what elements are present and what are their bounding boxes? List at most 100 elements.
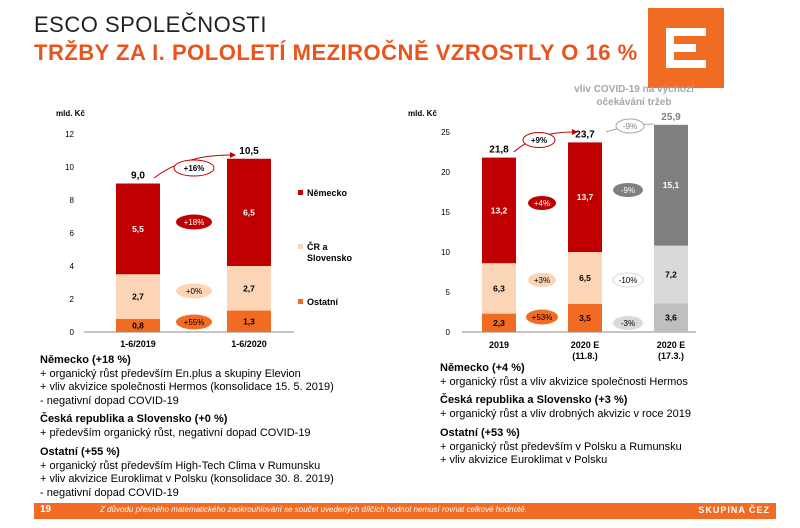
data-label: 5,5	[132, 224, 144, 234]
y-tick-label: 15	[441, 208, 450, 217]
covid-label-other: -3%	[621, 319, 635, 328]
y-tick-label: 0	[70, 328, 75, 337]
change-label-germany: +4%	[534, 199, 550, 208]
total-label: 10,5	[239, 146, 259, 157]
total-label: 9,0	[131, 171, 145, 182]
y-axis-ticks: 0 2 4 6 8 10 12	[65, 130, 74, 337]
total-label: 23,7	[575, 129, 595, 140]
bar-segment	[482, 313, 516, 332]
y-axis-ticks: 0 5 10 15 20 25	[441, 128, 450, 337]
footer-brand: SKUPINA ČEZ	[698, 505, 770, 515]
data-label: 3,5	[579, 313, 591, 323]
left-czsk-section: Česká republika a Slovensko (+0 %) + pře…	[40, 413, 311, 440]
x-tick-label: 2020 E	[571, 340, 600, 350]
left-germany-line: + organický růst především En.plus a sku…	[40, 367, 301, 380]
data-label: 0,8	[132, 320, 144, 330]
right-czsk-section: Česká republika a Slovensko (+3 %) + org…	[440, 394, 691, 421]
left-germany-line: + vliv akvizice společnosti Hermos (kons…	[40, 381, 334, 393]
right-other-line: + vliv akvizice Euroklimat v Polsku	[440, 454, 608, 466]
y-tick-label: 8	[70, 196, 75, 205]
left-germany-section: Německo (+18 %) + organický růst předevš…	[40, 354, 334, 408]
left-other-line: - negativní dopad COVID-19	[40, 486, 179, 499]
right-germany-head: Německo (+4 %)	[440, 362, 525, 374]
data-label: 2,7	[132, 292, 144, 302]
covid-label-germany: -9%	[621, 186, 635, 195]
data-label: 13,2	[491, 205, 508, 215]
total-label: 21,8	[489, 145, 509, 156]
x-tick-label: 2019	[489, 340, 509, 350]
left-germany-line: - negativní dopad COVID-19	[40, 394, 179, 407]
left-czsk-head: Česká republika a Slovensko (+0 %)	[40, 413, 228, 425]
total-label: 25,9	[661, 112, 681, 123]
cez-logo-icon	[666, 28, 706, 68]
x-tick-sublabel: (11.8.)	[572, 351, 598, 361]
legend-swatch-other	[298, 299, 303, 304]
right-germany-section: Německo (+4 %) + organický růst a vliv a…	[440, 362, 688, 389]
left-other-line: + vliv akvizice Euroklimat v Polsku (kon…	[40, 473, 334, 485]
right-germany-line: + organický růst a vliv akvizice společn…	[440, 375, 688, 388]
left-other-section: Ostatní (+55 %) + organický růst předevš…	[40, 446, 334, 500]
bar-segment	[116, 318, 160, 332]
bar-segment	[568, 252, 602, 304]
covid-label-czsk: -10%	[619, 276, 638, 285]
total-change-arrowhead	[572, 129, 578, 135]
change-bubble-other	[526, 309, 558, 325]
y-tick-label: 12	[65, 130, 74, 139]
change-label-czsk: +0%	[186, 287, 202, 296]
page-subtitle: TRŽBY ZA I. POLOLETÍ MEZIROČNĚ VZROSTLY …	[34, 40, 638, 65]
bar-segment	[227, 158, 271, 266]
x-tick-label: 2020 E	[657, 340, 686, 350]
bar-segment	[654, 303, 688, 332]
right-other-section: Ostatní (+53 %) + organický růst předevš…	[440, 427, 682, 468]
change-label-other: +53%	[532, 313, 553, 322]
data-label: 13,7	[577, 192, 594, 202]
change-label-czsk: +3%	[534, 276, 550, 285]
covid-bubble-czsk	[612, 272, 644, 288]
y-tick-label: 10	[65, 163, 74, 172]
bar-segment	[116, 183, 160, 275]
left-other-line: + organický růst především High-Tech Cli…	[40, 459, 321, 472]
left-czsk-line: + především organický růst, negativní do…	[40, 426, 311, 439]
y-tick-label: 4	[70, 262, 75, 271]
y-tick-label: 20	[441, 168, 450, 177]
data-label: 2,7	[243, 283, 255, 293]
left-other-head: Ostatní (+55 %)	[40, 446, 120, 458]
legend-label-germany: Německo	[307, 188, 348, 198]
bar-segment	[654, 245, 688, 304]
legend-swatch-germany	[298, 190, 303, 195]
data-label: 1,3	[243, 316, 255, 326]
data-label: 7,2	[665, 269, 677, 279]
change-bubble-czsk	[176, 283, 212, 299]
covid-note-2: očekávání tržeb	[596, 97, 671, 108]
x-tick-sublabel: (17.3.)	[658, 351, 684, 361]
y-tick-label: 6	[70, 229, 75, 238]
total-change-label: +9%	[531, 136, 547, 145]
x-tick-label: 1-6/2020	[231, 339, 267, 349]
covid-note: vliv COVID-19 na výchozí	[574, 84, 695, 95]
legend-swatch-czsk	[298, 244, 303, 249]
bar-segment	[227, 310, 271, 332]
y-tick-label: 10	[441, 248, 450, 257]
total-change-arrowhead	[230, 152, 236, 158]
change-label-other: +55%	[184, 318, 205, 327]
data-label: 3,6	[665, 313, 677, 323]
change-label-germany: +18%	[184, 218, 205, 227]
data-label: 6,5	[243, 207, 255, 217]
data-label: 6,3	[493, 283, 505, 293]
data-label: 6,5	[579, 273, 591, 283]
legend-label-other: Ostatní	[307, 297, 339, 307]
right-other-line: + organický růst především v Polsku a Ru…	[440, 440, 682, 453]
change-bubble-germany	[528, 196, 556, 210]
footer-bar: 19 Z důvodu přesného matematického zaokr…	[34, 503, 776, 519]
bar-segment	[482, 157, 516, 264]
page-title: ESCO SPOLEČNOSTI	[34, 12, 267, 37]
covid-total-bubble	[615, 118, 645, 134]
bar-segment	[568, 142, 602, 252]
chart-right: vliv COVID-19 na výchozí očekávání tržeb…	[408, 84, 696, 361]
y-axis-unit: mld. Kč	[56, 109, 85, 118]
right-czsk-head: Česká republika a Slovensko (+3 %)	[440, 394, 628, 406]
y-tick-label: 25	[441, 128, 450, 137]
bar-segment	[116, 274, 160, 319]
y-tick-label: 5	[446, 288, 451, 297]
y-tick-label: 0	[446, 328, 451, 337]
